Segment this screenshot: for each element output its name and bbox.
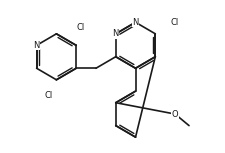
Text: N: N [132, 18, 138, 27]
Text: O: O [171, 110, 178, 119]
Text: N: N [112, 29, 118, 38]
Text: Cl: Cl [45, 91, 53, 100]
Text: Cl: Cl [170, 18, 178, 27]
Text: Cl: Cl [76, 23, 85, 32]
Text: N: N [33, 41, 40, 50]
